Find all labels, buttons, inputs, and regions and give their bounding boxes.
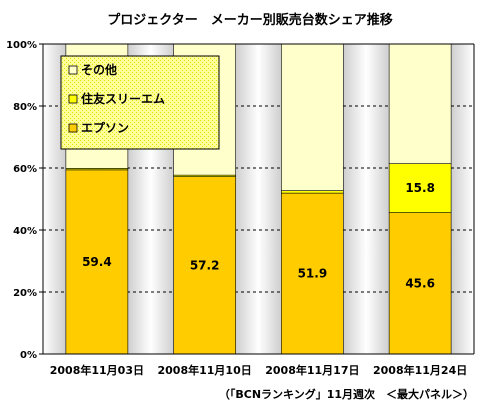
- legend-swatch: [68, 123, 78, 133]
- legend-swatch: [68, 65, 78, 75]
- legend-box: [60, 55, 220, 150]
- legend-label: エプソン: [81, 120, 129, 135]
- x-tick-label: 2008年11月24日: [373, 363, 467, 377]
- y-tick-label: 0%: [20, 350, 37, 361]
- y-tick-labels: 0% 20% 40% 60% 80% 100%: [6, 40, 43, 361]
- legend-swatch: [68, 94, 78, 104]
- x-tick-label: 2008年11月03日: [50, 363, 144, 377]
- chart-title: プロジェクター メーカー別販売台数シェア推移: [107, 12, 392, 28]
- bar-data-label: 45.6: [405, 276, 435, 290]
- bar-segment: [388, 163, 452, 213]
- axes: [42, 43, 475, 355]
- y-tick-label: 60%: [13, 164, 37, 175]
- x-tick-label: 2008年11月10日: [158, 363, 252, 377]
- bar-segment: [65, 169, 129, 355]
- bars: 59.4 57.2 51.9 45.6 15.8: [65, 43, 452, 355]
- bar-data-label: 59.4: [82, 255, 112, 269]
- bar-segment: [281, 190, 344, 194]
- legend-label: 住友スリーエム: [81, 91, 165, 106]
- y-tick-label: 20%: [13, 288, 37, 299]
- bar-segment: [388, 212, 452, 355]
- source-note: （「BCNランキング」11月週次 ＜最大パネル＞）: [219, 387, 474, 401]
- x-tick-label: 2008年11月17日: [265, 363, 359, 377]
- bar-data-label: 51.9: [298, 267, 328, 281]
- bar-segment: [173, 176, 236, 355]
- x-tick-labels: 2008年11月03日 2008年11月10日 2008年11月17日 2008年11…: [50, 363, 467, 377]
- bar-data-label: 15.8: [405, 181, 435, 195]
- bar-segment: [281, 43, 344, 191]
- bar-segment: [281, 192, 344, 355]
- legend-label: その他: [81, 62, 117, 77]
- y-tick-label: 40%: [13, 226, 37, 237]
- bar-data-label: 57.2: [190, 258, 220, 272]
- y-tick-label: 100%: [6, 40, 37, 51]
- bar-segment: [388, 43, 452, 164]
- y-tick-label: 80%: [13, 102, 37, 113]
